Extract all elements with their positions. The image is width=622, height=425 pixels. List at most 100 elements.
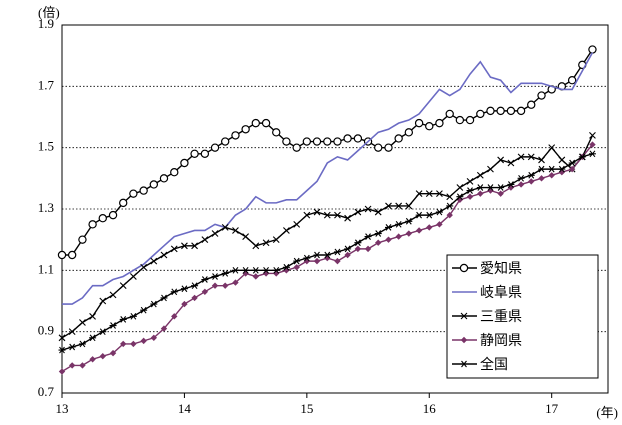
marker: [435, 208, 443, 216]
marker: [129, 273, 137, 280]
marker: [68, 362, 76, 369]
marker: [497, 156, 505, 164]
marker: [446, 211, 453, 219]
marker: [252, 273, 259, 280]
marker: [466, 193, 474, 200]
marker: [231, 131, 240, 140]
marker: [160, 325, 168, 332]
marker: [109, 349, 117, 357]
x-tick-label: 16: [423, 401, 437, 416]
marker: [538, 165, 546, 173]
marker: [139, 186, 148, 195]
marker: [548, 144, 556, 152]
marker: [89, 334, 97, 342]
marker: [496, 106, 505, 116]
y-unit-label: (倍): [38, 5, 60, 20]
marker: [385, 202, 392, 210]
marker: [405, 217, 413, 225]
marker: [517, 153, 525, 161]
y-tick-label: 1.5: [38, 139, 54, 154]
marker: [232, 227, 239, 234]
marker: [364, 205, 372, 213]
marker: [486, 106, 495, 116]
marker: [334, 211, 341, 219]
marker: [425, 121, 434, 131]
marker: [201, 276, 209, 283]
marker: [79, 319, 86, 326]
marker: [89, 356, 96, 363]
plot-frame: [61, 24, 609, 394]
marker: [548, 165, 556, 173]
marker: [170, 245, 178, 253]
marker: [517, 181, 525, 188]
legend-marker: [460, 336, 468, 344]
marker: [140, 263, 148, 271]
marker: [221, 224, 229, 231]
marker: [415, 227, 423, 234]
marker: [405, 202, 413, 210]
marker: [344, 251, 351, 259]
marker: [323, 251, 331, 259]
marker: [476, 109, 485, 119]
marker: [99, 328, 107, 336]
marker: [241, 125, 250, 134]
marker: [79, 362, 86, 369]
marker: [129, 189, 138, 198]
marker: [435, 118, 444, 128]
marker: [251, 118, 260, 128]
marker: [517, 174, 525, 182]
marker: [210, 143, 220, 152]
marker: [415, 211, 423, 219]
marker: [159, 174, 169, 183]
marker: [191, 242, 198, 250]
marker: [446, 193, 454, 201]
marker: [140, 306, 148, 314]
marker: [343, 134, 352, 143]
marker: [67, 250, 77, 260]
marker: [425, 190, 433, 198]
marker: [527, 171, 535, 179]
marker: [589, 132, 596, 139]
marker: [354, 208, 362, 216]
marker: [527, 153, 535, 161]
marker: [282, 263, 290, 271]
marker: [109, 291, 117, 299]
y-tick-label: 1.1: [38, 261, 54, 276]
marker: [558, 156, 566, 164]
marker: [538, 156, 545, 164]
marker: [466, 178, 474, 185]
marker: [364, 233, 372, 240]
marker: [384, 143, 393, 152]
marker: [272, 128, 281, 137]
marker: [456, 193, 464, 201]
marker: [425, 211, 433, 219]
series: [58, 132, 596, 342]
marker: [109, 322, 117, 329]
marker: [149, 180, 159, 189]
marker: [374, 143, 383, 152]
marker: [211, 230, 219, 237]
marker: [68, 328, 76, 336]
marker: [344, 245, 352, 253]
marker: [313, 251, 321, 259]
marker: [558, 165, 566, 173]
y-tick-label: 1.7: [38, 77, 55, 92]
marker: [170, 167, 179, 177]
marker: [211, 273, 219, 280]
marker: [119, 282, 127, 290]
marker: [57, 250, 67, 260]
series-line: [62, 49, 594, 256]
marker: [589, 141, 596, 148]
marker: [466, 187, 474, 194]
marker: [375, 239, 382, 246]
marker: [68, 343, 76, 351]
marker: [221, 282, 229, 289]
marker: [303, 211, 311, 219]
marker: [190, 149, 199, 158]
marker: [78, 340, 86, 348]
marker: [445, 109, 454, 119]
marker: [333, 137, 342, 146]
marker: [282, 137, 291, 146]
marker: [58, 346, 66, 354]
marker: [242, 266, 250, 274]
